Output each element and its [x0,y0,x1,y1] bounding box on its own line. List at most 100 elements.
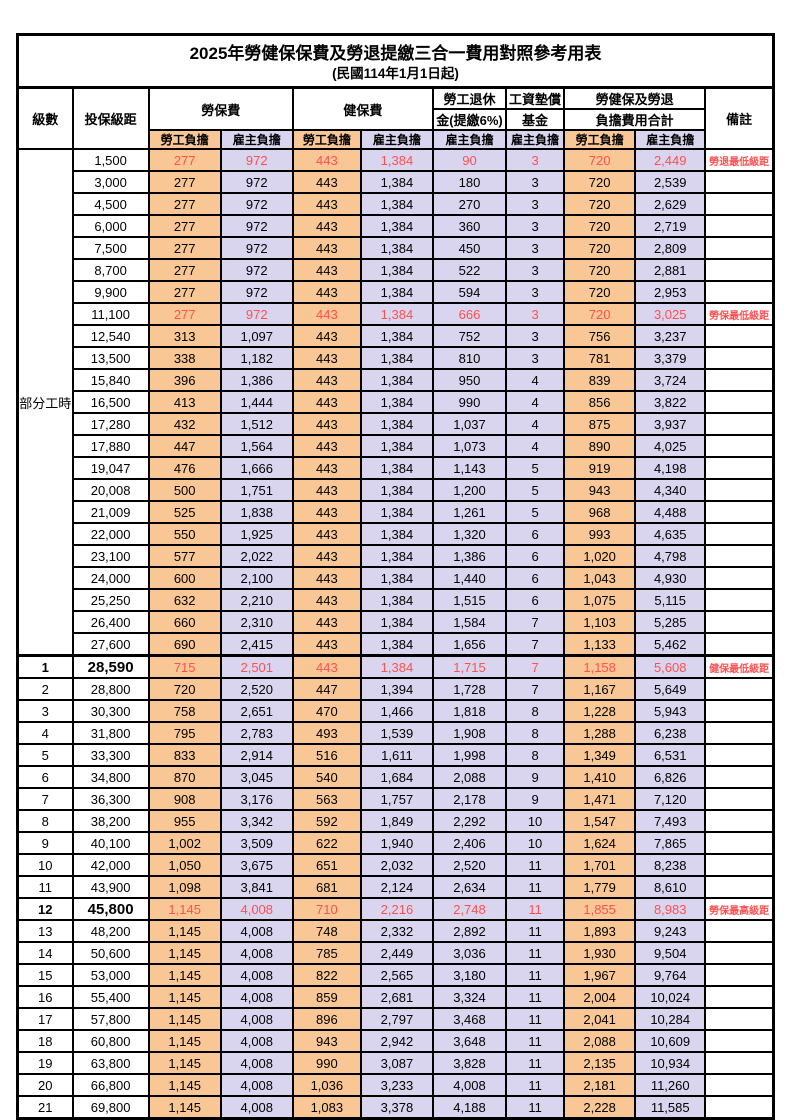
bracket-cell: 1,500 [71,148,150,172]
fee-cell: 4,008 [431,1073,508,1097]
fee-cell: 1,715 [431,654,508,679]
table-row: 5 33,300 833 2,914 516 1,611 1,998 8 1,349 6,531 [16,743,775,767]
fee-cell: 1,564 [219,434,294,458]
remark-cell [704,765,775,789]
remark-cell [704,280,775,304]
fee-cell: 11 [505,897,566,921]
fee-cell: 1,656 [431,632,508,657]
fee-cell: 550 [147,522,222,546]
bracket-cell: 60,800 [71,1029,150,1053]
fee-cell: 4 [505,412,566,436]
fee-cell: 720 [563,192,637,216]
fee-cell: 3,468 [431,1007,508,1031]
fee-cell: 270 [431,192,508,216]
fee-cell: 11 [505,875,566,899]
fee-cell: 4,008 [219,1029,294,1053]
fee-cell: 8 [505,721,566,745]
remark-cell [704,390,775,414]
fee-cell: 8 [505,699,566,723]
bracket-cell: 25,250 [71,588,150,612]
fee-cell: 1,855 [563,897,637,921]
remark-cell [704,500,775,524]
fee-cell: 3,379 [634,346,707,370]
fee-cell: 3,509 [219,831,294,855]
part-time-label: 部分工時 [16,148,74,657]
table-row: 27,600 690 2,415 443 1,384 1,656 7 1,133 5,462 [18,632,775,657]
fee-cell: 5 [505,500,566,524]
fee-cell: 1,666 [219,456,294,480]
fee-cell: 7 [505,654,566,679]
fee-cell: 972 [219,214,294,238]
fee-cell: 2,406 [431,831,508,855]
bracket-cell: 21,009 [71,500,150,524]
fee-cell: 1,036 [291,1073,362,1097]
fee-cell: 8 [505,743,566,767]
fee-cell: 972 [219,170,294,194]
fee-cell: 1,145 [147,1007,222,1031]
fee-cell: 3 [505,236,566,260]
fee-cell: 277 [147,280,222,304]
fee-cell: 3,036 [431,941,508,965]
remark-cell [704,324,775,348]
fee-cell: 943 [291,1029,362,1053]
fee-cell: 1,020 [563,544,637,568]
table-row: 7 36,300 908 3,176 563 1,757 2,178 9 1,471 7,120 [16,787,775,811]
fee-cell: 8,238 [634,853,707,877]
fee-cell: 1,384 [359,588,434,612]
col-header-total-line1: 勞健保及勞退 [563,86,707,110]
bracket-cell: 23,100 [71,544,150,568]
fee-cell: 1,384 [359,302,434,326]
fee-cell: 592 [291,809,362,833]
fee-cell: 1,384 [359,610,434,634]
remark-cell [704,368,775,392]
fee-cell: 2,651 [219,699,294,723]
fee-cell: 6 [505,588,566,612]
fee-cell: 1,384 [359,236,434,260]
fee-cell: 470 [291,699,362,723]
table-row: 15 53,000 1,145 4,008 822 2,565 3,180 11 1,967 9,… [16,963,775,987]
fee-cell: 4,488 [634,500,707,524]
fee-cell: 972 [219,148,294,172]
table-row: 15,840 396 1,386 443 1,384 950 4 839 3,724 [18,368,775,392]
fee-cell: 3,841 [219,875,294,899]
bracket-cell: 45,800 [71,897,150,921]
table-row: 12 45,800 1,145 4,008 710 2,216 2,748 11 1,855 8,… [16,897,775,921]
fee-cell: 720 [563,258,637,282]
remark-cell [704,478,775,502]
fee-cell: 715 [147,654,222,679]
fee-cell: 1,083 [291,1095,362,1120]
fee-cell: 651 [291,853,362,877]
table-row: 23,100 577 2,022 443 1,384 1,386 6 1,020 4,798 [18,544,775,568]
table-row: 17,880 447 1,564 443 1,384 1,073 4 890 4,025 [18,434,775,458]
fee-cell: 972 [219,258,294,282]
level-cell: 2 [16,677,74,701]
title-block: 2025年勞健保保費及勞退提繳三合一費用對照參考用表 (民國114年1月1日起) [16,33,775,89]
fee-cell: 3,087 [359,1051,434,1075]
fee-cell: 1,384 [359,456,434,480]
fee-cell: 447 [147,434,222,458]
level-cell: 21 [16,1095,74,1120]
remark-cell: 健保最低級距 [704,654,775,679]
table-row: 9,900 277 972 443 1,384 594 3 720 2,953 [18,280,775,304]
fee-cell: 2,914 [219,743,294,767]
fee-cell: 1,384 [359,478,434,502]
fee-cell: 859 [291,985,362,1009]
level-cell: 15 [16,963,74,987]
fee-cell: 3,828 [431,1051,508,1075]
fee-cell: 10,024 [634,985,707,1009]
bracket-cell: 28,590 [71,654,150,679]
fee-cell: 2,032 [359,853,434,877]
table-row: 21,009 525 1,838 443 1,384 1,261 5 968 4,488 [18,500,775,524]
bracket-cell: 24,000 [71,566,150,590]
fee-cell: 896 [291,1007,362,1031]
fee-cell: 919 [563,456,637,480]
fee-cell: 10 [505,831,566,855]
fee-cell: 758 [147,699,222,723]
table-body: 部分工時 1,500 277 972 443 1,384 90 3 720 2,449 勞退最低級距… [16,148,775,1120]
bracket-cell: 40,100 [71,831,150,855]
fee-cell: 443 [291,346,362,370]
fee-cell: 11,585 [634,1095,707,1120]
fee-cell: 1,145 [147,985,222,1009]
fee-cell: 3,045 [219,765,294,789]
fee-cell: 9,764 [634,963,707,987]
